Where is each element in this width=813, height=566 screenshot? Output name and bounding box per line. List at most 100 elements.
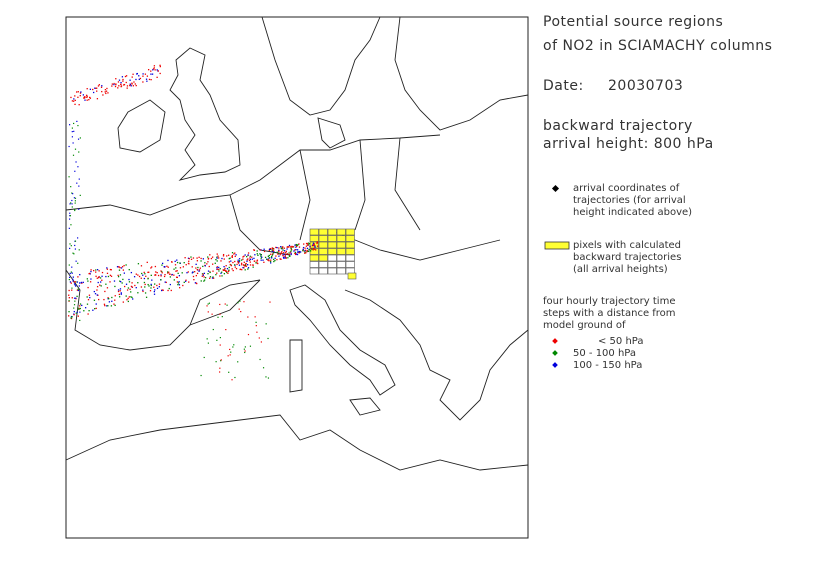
trajectory-point: [80, 281, 83, 284]
trajectory-point: [89, 296, 91, 299]
trajectory-point: [292, 246, 294, 248]
trajectory-point: [207, 311, 209, 313]
trajectory-point: [122, 78, 124, 81]
trajectory-point: [117, 266, 119, 268]
trajectory-point: [291, 245, 293, 248]
trajectory-point: [73, 310, 75, 313]
coastline-continent: [65, 134, 441, 216]
trajectory-point: [161, 289, 163, 292]
trajectory-point: [298, 246, 301, 248]
trajectory-point: [221, 275, 223, 277]
trajectory-point: [169, 283, 171, 286]
trajectory-point: [247, 333, 250, 336]
trajectory-point: [216, 268, 218, 270]
trajectory-point: [296, 253, 299, 256]
border-lines: [189, 137, 501, 326]
trajectory-point: [78, 208, 80, 210]
trajectory-point: [156, 272, 158, 274]
trajectory-point: [107, 92, 109, 94]
trajectory-point: [203, 280, 205, 282]
trajectory-point: [253, 257, 255, 260]
trajectory-point: [96, 87, 98, 89]
trajectory-point: [271, 247, 273, 249]
trajectory-point: [307, 244, 309, 246]
trajectory-point: [193, 278, 195, 281]
trajectory-point: [77, 138, 80, 140]
trajectory-point: [282, 249, 284, 251]
trajectory-point: [125, 81, 127, 84]
trajectory-point: [152, 69, 154, 71]
trajectory-point: [234, 260, 236, 263]
trajectory-point: [96, 294, 98, 296]
trajectory-point: [316, 241, 319, 243]
trajectory-point: [221, 271, 223, 273]
trajectory-point: [286, 248, 288, 250]
trajectory-point: [146, 261, 148, 264]
trajectory-point: [212, 276, 214, 278]
trajectory-point: [89, 97, 92, 99]
trajectory-point: [95, 275, 97, 277]
trajectory-point: [106, 267, 108, 269]
trajectory-point: [126, 85, 129, 87]
pixel: [309, 248, 319, 255]
trajectory-point: [283, 253, 286, 255]
trajectory-point: [297, 251, 299, 254]
trajectory-point: [71, 131, 73, 133]
trajectory-point: [105, 283, 107, 285]
trajectory-point: [164, 266, 166, 268]
trajectory-point: [237, 361, 239, 363]
trajectory-point: [245, 262, 247, 265]
pixel: [327, 235, 337, 242]
trajectory-point: [181, 272, 183, 274]
trajectory-point: [199, 267, 201, 269]
trajectory-point: [247, 252, 250, 254]
pixel-symbol: [544, 241, 570, 250]
trajectory-point: [131, 296, 133, 299]
trajectory-point: [223, 258, 225, 260]
trajectory-point: [117, 87, 119, 89]
trajectory-point: [312, 244, 314, 246]
trajectory-point: [243, 255, 245, 257]
trajectory-point: [222, 269, 225, 271]
trajectory-point: [77, 91, 79, 93]
trajectory-point: [237, 262, 240, 264]
trajectory-point: [185, 264, 187, 266]
trajectory-point: [272, 250, 274, 252]
trajectory-point: [229, 257, 231, 259]
trajectory-point: [76, 120, 78, 123]
trajectory-point: [315, 249, 317, 251]
trajectory-point: [96, 98, 99, 100]
trajectory-point: [255, 325, 257, 327]
pixel: [336, 228, 346, 236]
trajectory-point: [125, 283, 128, 285]
trajectory-point: [99, 277, 102, 279]
trajectory-point: [254, 254, 256, 256]
trajectory-point: [276, 247, 278, 249]
trajectory-point: [269, 247, 272, 250]
trajectory-point: [219, 344, 221, 346]
trajectory-point: [231, 256, 233, 259]
trajectory-point: [290, 253, 292, 256]
trajectory-point: [78, 285, 80, 287]
trajectory-point: [73, 122, 75, 125]
trajectory-point: [78, 308, 80, 311]
trajectory-point: [290, 249, 293, 251]
trajectory-point: [77, 262, 79, 264]
trajectory-point: [86, 88, 88, 90]
trajectory-point: [234, 252, 236, 254]
trajectory-point: [157, 70, 159, 72]
trajectory-point: [159, 65, 161, 68]
trajectory-point: [111, 300, 113, 302]
trajectory-point: [137, 263, 140, 265]
trajectory-point: [88, 96, 91, 99]
trajectory-point: [68, 278, 70, 281]
trajectory-point: [134, 83, 136, 85]
trajectory-point: [154, 69, 156, 71]
trajectory-point: [106, 268, 109, 270]
trajectory-point: [93, 269, 95, 272]
trajectory-point: [71, 127, 73, 129]
trajectory-point: [266, 258, 268, 260]
trajectory-point: [104, 89, 107, 91]
trajectory-point: [143, 271, 145, 274]
